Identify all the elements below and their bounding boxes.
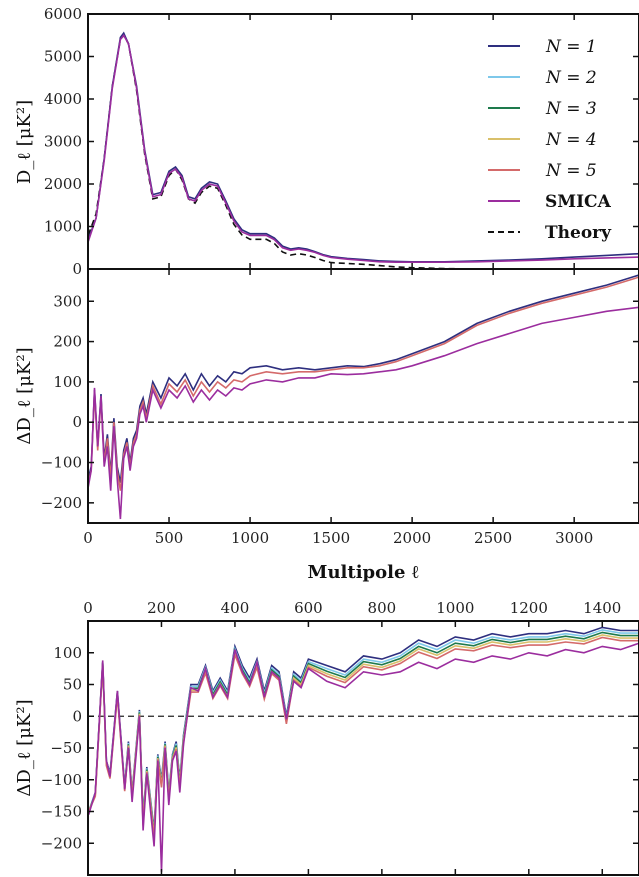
y-tick-label: 0 <box>72 707 82 725</box>
legend-label: N = 1 <box>545 37 597 57</box>
x-tick-label: 1200 <box>510 599 548 617</box>
series-line-n-3 <box>88 631 639 835</box>
x-tick-label: 0 <box>83 529 93 547</box>
y-tick-label: 3000 <box>44 133 82 151</box>
y-tick-label: 0 <box>72 413 82 431</box>
series-line-n-5 <box>88 636 639 839</box>
y-tick-label: 100 <box>53 373 82 391</box>
bottom-ylabel: ΔD_ℓ [μK²] <box>14 699 35 796</box>
legend-label: N = 5 <box>545 161 597 181</box>
y-tick-label: −150 <box>41 803 82 821</box>
x-tick-label: 1400 <box>583 599 621 617</box>
y-tick-label: −100 <box>41 454 82 472</box>
panel-top-spectrum: 0 1000 2000 3000 4000 5000 6000 D_ℓ [μK²] N = … <box>14 5 639 278</box>
y-tick-label: 50 <box>63 676 82 694</box>
x-tick-label: 200 <box>147 599 176 617</box>
x-tick-label: 800 <box>368 599 397 617</box>
y-tick-label: 100 <box>53 644 82 662</box>
series-line-n-4 <box>88 634 639 837</box>
legend: N = 1 N = 2 N = 3 N = 4 N = 5 SMICA Theory <box>488 37 612 243</box>
x-tick-label: 0 <box>83 599 93 617</box>
legend-label: N = 2 <box>545 68 597 88</box>
x-tick-label: 500 <box>155 529 184 547</box>
y-tick-label: 2000 <box>44 175 82 193</box>
y-tick-label: 5000 <box>44 48 82 66</box>
y-tick-label: 6000 <box>44 5 82 23</box>
middle-ylabel: ΔD_ℓ [μK²] <box>14 347 35 444</box>
y-tick-label: −200 <box>41 834 82 852</box>
x-tick-label: 2500 <box>474 529 512 547</box>
middle-xlabel: Multipole ℓ <box>308 562 419 583</box>
x-tick-label: 400 <box>221 599 250 617</box>
y-tick-label: 200 <box>53 333 82 351</box>
legend-label: N = 4 <box>545 130 597 150</box>
panel-middle-frame <box>87 268 639 524</box>
series-line-n-1 <box>88 274 639 483</box>
y-tick-label: −50 <box>50 739 82 757</box>
x-tick-label: 1500 <box>312 529 350 547</box>
legend-label: Theory <box>545 223 612 243</box>
panel-bottom-frame <box>87 620 639 876</box>
y-tick-label: −200 <box>41 494 82 512</box>
top-ylabel: D_ℓ [μK²] <box>14 100 35 184</box>
x-tick-label: 1000 <box>231 529 269 547</box>
x-tick-label: 600 <box>294 599 323 617</box>
series-line-n-1 <box>88 626 639 831</box>
y-tick-label: 300 <box>53 292 82 310</box>
y-tick-label: 4000 <box>44 90 82 108</box>
y-tick-label: 0 <box>72 260 82 278</box>
series-line-smica <box>88 642 639 872</box>
y-tick-label: −100 <box>41 771 82 789</box>
series-line-n-5 <box>88 276 639 491</box>
series-line-smica <box>88 33 639 264</box>
series-line-smica <box>88 306 639 520</box>
series-line-n-2 <box>88 629 639 833</box>
legend-label: N = 3 <box>545 99 597 119</box>
x-tick-label: 1000 <box>436 599 474 617</box>
x-tick-label: 3000 <box>555 529 593 547</box>
x-tick-label: 2000 <box>393 529 431 547</box>
legend-label: SMICA <box>545 192 612 212</box>
y-tick-label: 1000 <box>44 218 82 236</box>
